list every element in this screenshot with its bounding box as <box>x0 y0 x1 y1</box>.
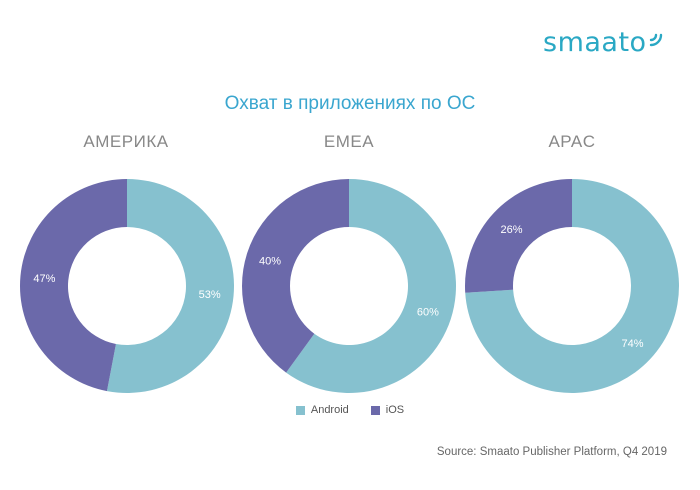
legend-label-android: Android <box>310 404 349 416</box>
slice-ios-americas <box>20 179 128 392</box>
chart-title: Охват в приложениях по ОС <box>224 93 476 114</box>
slice-label-ios-americas: 47% <box>33 273 55 285</box>
slice-label-android-apac: 74% <box>621 338 643 350</box>
source-note: Source: Smaato Publisher Platform, Q4 20… <box>436 446 667 458</box>
donut-chart-emea: 60% 40% <box>242 179 456 393</box>
legend: Android iOS <box>0 404 700 416</box>
legend-item-ios: iOS <box>370 404 405 416</box>
signal-waves-icon <box>649 33 662 47</box>
region-label-apac: APAC <box>548 132 596 151</box>
donut-chart-apac: 74% 26% <box>465 179 679 393</box>
legend-item-android: Android <box>295 404 349 416</box>
slice-ios-apac <box>465 179 572 293</box>
slice-android-emea <box>286 179 456 393</box>
logo-text: smaato <box>543 27 647 58</box>
legend-swatch-android <box>295 405 305 415</box>
slice-ios-emea <box>242 179 349 373</box>
slice-label-ios-emea: 40% <box>259 255 281 267</box>
legend-swatch-ios <box>370 405 380 415</box>
slice-label-android-americas: 53% <box>199 289 221 301</box>
legend-label-ios: iOS <box>385 404 405 416</box>
slice-label-android-emea: 60% <box>417 307 439 319</box>
region-label-americas: АМЕРИКА <box>83 132 169 151</box>
smaato-logo: smaato <box>543 26 668 60</box>
slice-label-ios-apac: 26% <box>500 224 522 236</box>
slice-android-americas <box>106 179 235 393</box>
slice-android-apac <box>465 179 679 393</box>
region-label-emea: EMEA <box>323 132 375 151</box>
donut-chart-americas: 53% 47% <box>20 179 235 393</box>
